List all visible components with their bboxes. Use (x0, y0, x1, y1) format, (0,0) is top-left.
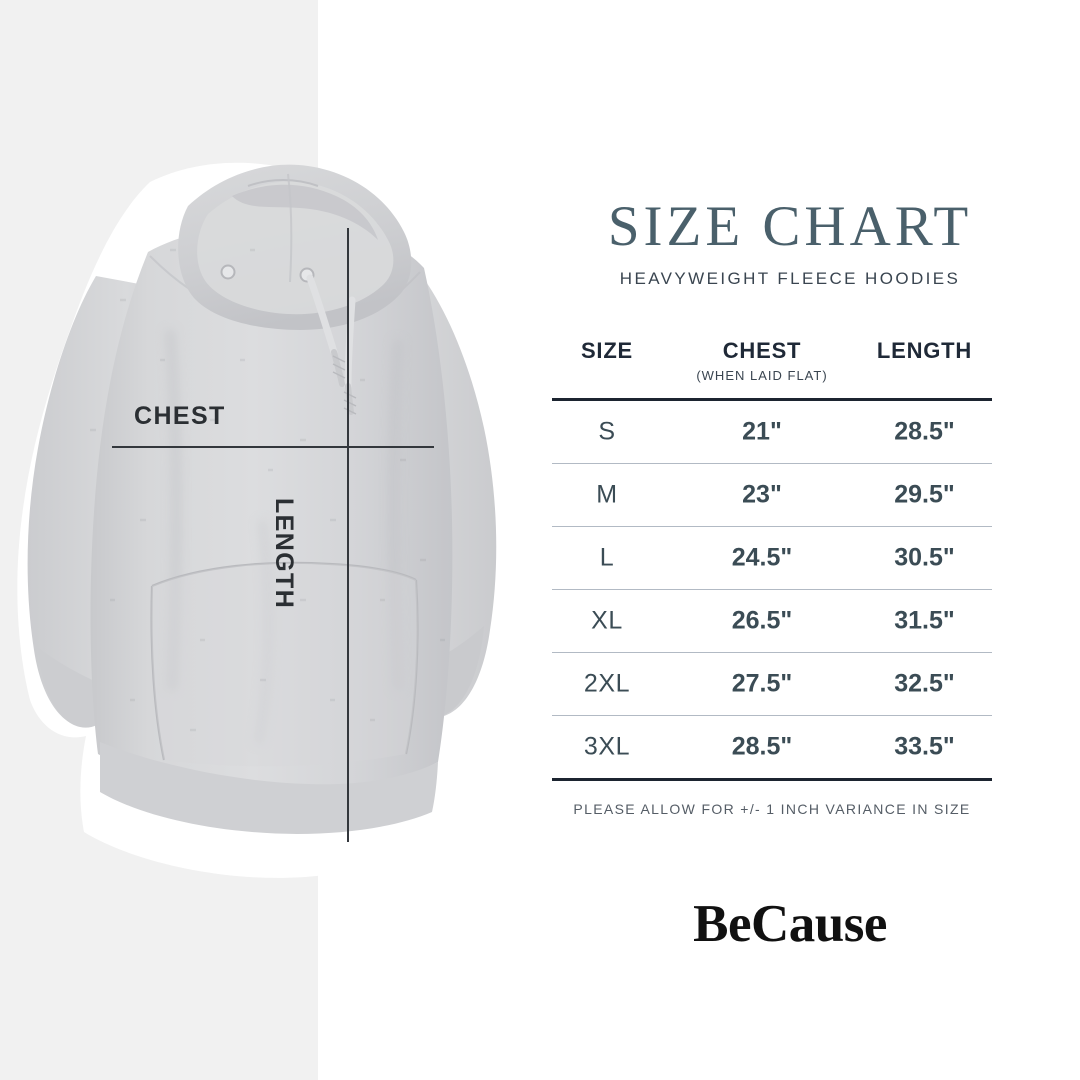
hoodie-drawstring-frays (332, 355, 357, 415)
column-header-note: (WHEN LAID FLAT) (696, 368, 828, 383)
column-header-length: LENGTH (876, 338, 973, 363)
table-row: S 21" 28.5" (552, 401, 992, 463)
cell-chest: 28.5" (731, 732, 793, 761)
hoodie-heather-texture (90, 248, 445, 732)
variance-note: PLEASE ALLOW FOR +/- 1 INCH VARIANCE IN … (573, 801, 971, 817)
chest-measure-label: CHEST (134, 402, 226, 430)
cell-length: 32.5" (894, 669, 955, 698)
hoodie-hem-band (100, 742, 438, 834)
page-subtitle: HEAVYWEIGHT FLEECE HOODIES (619, 269, 961, 288)
cell-chest: 26.5" (731, 606, 793, 635)
table-bottom-border (552, 778, 992, 781)
table-top-border (552, 398, 992, 401)
table-row: 3XL 28.5" 33.5" (552, 716, 992, 778)
cell-size: 3XL (583, 732, 631, 761)
table-row: XL 26.5" 31.5" (552, 590, 992, 652)
cell-length: 33.5" (894, 732, 955, 761)
cell-size: S (598, 417, 616, 446)
chest-measure-line (112, 446, 434, 448)
row-divider (552, 526, 992, 527)
hoodie-fabric-folds (165, 329, 403, 745)
length-measure-label: LENGTH (270, 498, 298, 610)
row-divider (552, 652, 992, 653)
cell-chest: 21" (742, 417, 782, 446)
cell-size: XL (591, 606, 623, 635)
cell-length: 28.5" (894, 417, 955, 446)
cell-chest: 23" (742, 480, 782, 509)
table-row: 2XL 27.5" 32.5" (552, 653, 992, 715)
table-header-row: SIZE CHEST LENGTH (WHEN LAID FLAT) (552, 340, 992, 398)
cell-length: 31.5" (894, 606, 955, 635)
cell-length: 29.5" (894, 480, 955, 509)
row-divider (552, 463, 992, 464)
size-chart-panel: SIZE CHART HEAVYWEIGHT FLEECE HOODIES SI… (540, 0, 1080, 1080)
cell-length: 30.5" (894, 543, 955, 572)
hoodie-body (90, 226, 453, 796)
page-title: SIZE CHART (607, 195, 973, 258)
row-divider (552, 715, 992, 716)
cell-size: 2XL (583, 669, 631, 698)
cell-size: L (599, 543, 615, 572)
column-header-chest: CHEST (722, 338, 802, 363)
column-header-size: SIZE (580, 338, 634, 363)
row-divider (552, 589, 992, 590)
table-row: L 24.5" 30.5" (552, 527, 992, 589)
length-measure-line (347, 228, 349, 842)
cell-size: M (596, 480, 618, 509)
hoodie-product-image: CHEST LENGTH (27, 164, 497, 842)
cell-chest: 27.5" (731, 669, 793, 698)
table-row: M 23" 29.5" (552, 464, 992, 526)
size-chart-table: SIZE CHEST LENGTH (WHEN LAID FLAT) S 21"… (552, 340, 992, 781)
cell-chest: 24.5" (731, 543, 793, 572)
brand-logo: BeCause (693, 895, 887, 953)
hoodie-illustration (27, 164, 497, 834)
hoodie-kangaroo-pocket (150, 561, 419, 761)
